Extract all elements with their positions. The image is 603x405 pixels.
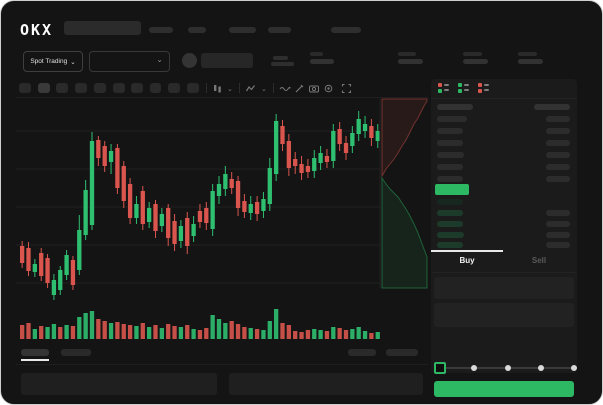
ticker-stat-value (310, 59, 334, 64)
account-line (273, 56, 288, 60)
timeframe-button[interactable] (131, 83, 143, 93)
chevron-down-icon: ⌄ (156, 55, 163, 64)
fullscreen-icon[interactable] (341, 83, 352, 94)
market-type-label: Spot Trading (30, 58, 68, 65)
bottom-action[interactable] (386, 349, 418, 356)
timeframe-button[interactable] (56, 83, 68, 93)
draw-tool-icon[interactable] (294, 83, 305, 94)
book-both-icon[interactable] (438, 83, 451, 95)
bid-row-price[interactable] (437, 232, 464, 238)
bid-row-price[interactable] (437, 199, 463, 205)
buy-button[interactable] (434, 381, 574, 397)
slider-dot[interactable] (471, 365, 478, 371)
candlestick-chart[interactable] (16, 96, 429, 341)
bid-row-amount (546, 242, 570, 248)
pair-selector-dropdown[interactable]: ⌄ (89, 51, 170, 72)
ticker-stat-value (398, 59, 423, 64)
bottom-action[interactable] (348, 349, 376, 356)
ticker-stat-label (463, 52, 482, 56)
ticker-stat-label (398, 52, 416, 56)
bottom-tab[interactable] (21, 349, 49, 356)
ask-row-price[interactable] (437, 164, 463, 170)
timeframe-button[interactable] (19, 83, 31, 93)
orderbook-header-price (437, 104, 473, 110)
timeframe-button[interactable] (75, 83, 87, 93)
tab-sell[interactable]: Sell (531, 256, 547, 265)
line-chart-icon[interactable] (279, 83, 291, 94)
nav-item[interactable] (331, 27, 361, 33)
toolbar-divider (16, 97, 429, 98)
buy-tab-indicator (431, 250, 503, 252)
timeframe-button[interactable] (38, 83, 50, 93)
okx-logo[interactable]: OKX (20, 21, 54, 39)
toolbar-divider (239, 83, 240, 93)
bottom-tab-indicator (21, 359, 49, 361)
bottom-panel[interactable] (21, 373, 217, 395)
timeframe-button[interactable] (94, 83, 106, 93)
asset-avatar[interactable] (182, 53, 197, 68)
timeframe-button[interactable] (150, 83, 161, 93)
account-line (271, 62, 294, 66)
ticker-stat-label (518, 52, 537, 56)
nav-item[interactable] (149, 27, 173, 33)
indicator-icon[interactable] (245, 83, 256, 94)
timeframe-button[interactable] (168, 83, 180, 93)
book-bids-icon[interactable] (458, 83, 471, 95)
chevron-down-icon: ⌄ (70, 58, 76, 66)
search-input[interactable] (64, 21, 141, 35)
slider-dot[interactable] (504, 365, 511, 371)
market-type-dropdown[interactable]: Spot Trading ⌄ (23, 51, 83, 72)
header-action-button[interactable] (201, 53, 253, 68)
price-input[interactable] (434, 277, 574, 299)
candle-style-icon[interactable] (212, 83, 223, 94)
bid-row-amount (546, 232, 570, 238)
slider-handle[interactable] (434, 362, 446, 374)
ask-row-amount (546, 116, 570, 122)
ticker-stat-value (463, 59, 488, 64)
chart-canvas (16, 98, 428, 339)
ticker-stat-value (518, 59, 543, 64)
slider-dot[interactable] (537, 365, 544, 371)
ask-row-amount (546, 152, 570, 158)
ask-row-amount (546, 140, 570, 146)
bid-row-amount (546, 221, 570, 227)
last-price-badge[interactable] (435, 184, 469, 195)
ask-row-amount (546, 128, 570, 134)
tab-buy[interactable]: Buy (459, 256, 475, 265)
toolbar-divider (206, 83, 207, 93)
ask-row-price[interactable] (437, 176, 463, 182)
book-asks-icon[interactable] (478, 83, 491, 95)
ask-row-price[interactable] (437, 140, 463, 146)
ask-row-price[interactable] (437, 152, 464, 158)
bid-row-price[interactable] (437, 221, 463, 227)
bid-row-price[interactable] (437, 242, 463, 248)
camera-icon[interactable] (308, 83, 320, 94)
gear-icon[interactable] (323, 83, 334, 94)
ticker-stat-label (310, 52, 323, 56)
bid-row-price[interactable] (437, 210, 463, 216)
chevron-down-icon[interactable]: ⌄ (227, 86, 233, 93)
bottom-tab[interactable] (61, 349, 91, 356)
timeframe-button[interactable] (113, 83, 125, 93)
nav-item[interactable] (268, 27, 291, 33)
bottom-divider (16, 364, 429, 365)
timeframe-button[interactable] (187, 83, 199, 93)
orderbook-header-amount (534, 104, 570, 110)
chevron-down-icon[interactable]: ⌄ (261, 86, 267, 93)
nav-item[interactable] (188, 27, 206, 33)
ask-row-amount (546, 176, 570, 182)
slider-dot[interactable] (571, 365, 578, 371)
amount-input[interactable] (434, 303, 574, 327)
ask-row-amount (546, 164, 570, 170)
ask-row-price[interactable] (437, 128, 463, 134)
ask-row-price[interactable] (437, 116, 467, 122)
toolbar-divider (273, 83, 274, 93)
orderbook-divider (431, 98, 577, 99)
trade-panel-divider (431, 272, 577, 273)
nav-item[interactable] (229, 27, 256, 33)
bottom-panel[interactable] (229, 373, 423, 395)
bid-row-amount (546, 210, 570, 216)
